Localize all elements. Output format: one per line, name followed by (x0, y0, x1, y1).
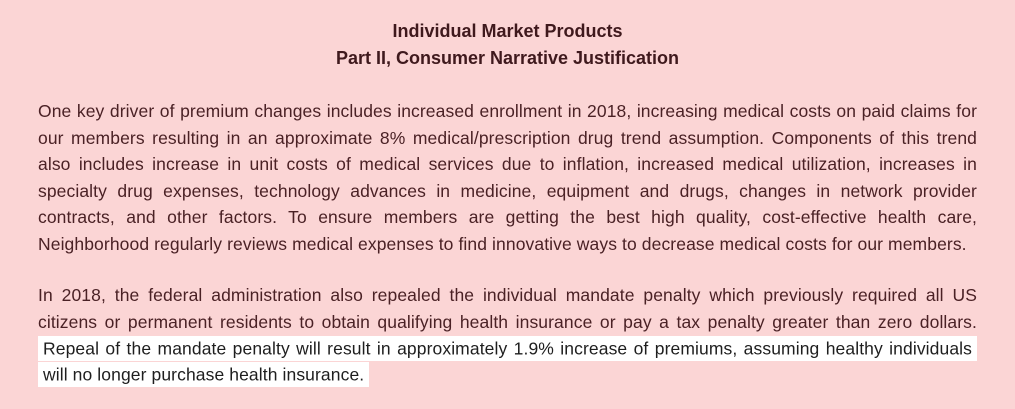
mandate-repeal-normal-text: In 2018, the federal administration also… (38, 285, 977, 332)
document-title-line-2: Part II, Consumer Narrative Justificatio… (335, 48, 680, 68)
document-title-line-1: Individual Market Products (392, 21, 623, 41)
highlighted-sentence: Repeal of the mandate penalty will resul… (38, 335, 977, 387)
paragraph-premium-drivers: One key driver of premium changes includ… (38, 101, 977, 254)
document-title: Individual Market Products Part II, Cons… (38, 18, 977, 72)
paragraph-mandate-repeal: In 2018, the federal administration also… (38, 282, 977, 388)
